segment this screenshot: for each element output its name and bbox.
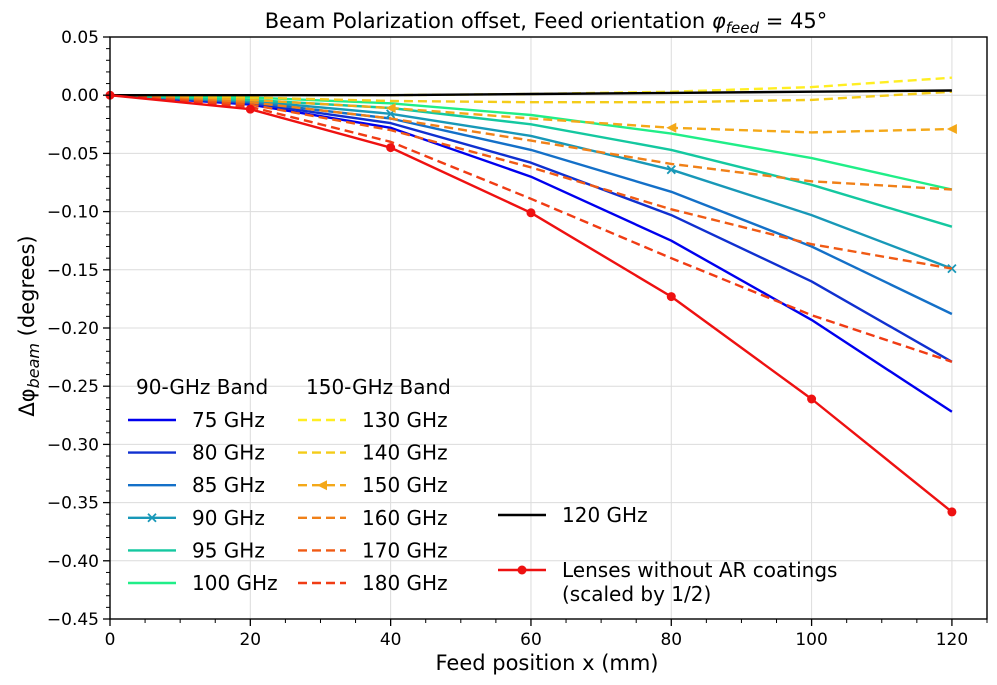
- legend-entry: 160 GHz: [298, 506, 448, 530]
- y-tick-label: −0.15: [47, 261, 99, 281]
- data-point-marker: [807, 394, 817, 404]
- legend-label-line2: (scaled by 1/2): [562, 582, 711, 606]
- data-point-marker: [147, 513, 157, 523]
- legend-label: 140 GHz: [362, 441, 448, 465]
- legend-label: 90 GHz: [192, 506, 265, 530]
- data-point-marker: [385, 103, 396, 114]
- series-120-ghz: [110, 89, 952, 97]
- x-tick-label: 20: [239, 630, 261, 650]
- legend: 90-GHz Band 75 GHz 80 GHz 85 GHz 90 GHz 95 GH…: [128, 375, 837, 606]
- y-tick-label: −0.40: [47, 552, 99, 572]
- series-170-ghz: [109, 94, 953, 270]
- series-line: [109, 94, 953, 270]
- chart-title-value: = 45°: [759, 9, 827, 33]
- y-tick-label: −0.30: [47, 435, 99, 455]
- y-axis-label: Δφbeam (degrees): [15, 235, 43, 416]
- legend-label: 85 GHz: [192, 473, 265, 497]
- y-tick-label: −0.35: [47, 494, 99, 514]
- legend-label: 95 GHz: [192, 538, 265, 562]
- series-layer: [105, 76, 957, 517]
- x-axis-label: Feed position x (mm): [435, 651, 658, 675]
- legend-entry: 140 GHz: [298, 441, 448, 465]
- chart-title-sub: feed: [726, 19, 760, 37]
- grid-layer: [109, 36, 987, 620]
- data-point-marker: [947, 507, 957, 517]
- y-tick-label: 0.05: [61, 28, 99, 48]
- legend-entry: 80 GHz: [128, 441, 265, 465]
- series-line: [109, 94, 952, 134]
- chart-title: Beam Polarization offset, Feed orientati…: [265, 9, 827, 37]
- legend-label: 80 GHz: [192, 441, 265, 465]
- data-point-marker: [947, 263, 957, 274]
- legend-entry: 150 GHz: [298, 473, 448, 497]
- data-point-marker: [517, 565, 527, 575]
- series-line: [109, 90, 952, 104]
- series-line: [109, 94, 952, 191]
- data-point-marker: [317, 480, 327, 491]
- legend-heading: 90-GHz Band: [136, 375, 268, 399]
- legend-label: Lenses without AR coatings: [562, 558, 837, 582]
- y-axis-label-prefix: Δφ: [15, 388, 39, 416]
- x-tick-label: 120: [936, 630, 968, 650]
- series-150-ghz: [109, 94, 957, 134]
- legend-entry: 75 GHz: [128, 408, 265, 432]
- y-axis-label-sub: beam: [24, 343, 43, 388]
- y-tick-label: 0.00: [61, 86, 99, 106]
- legend-entry: Lenses without AR coatings(scaled by 1/2…: [498, 558, 837, 606]
- legend-entry: 95 GHz: [128, 538, 265, 562]
- chart-title-symbol: φ: [712, 9, 726, 33]
- y-tick-label: −0.05: [47, 144, 99, 164]
- data-point-marker: [666, 122, 677, 133]
- ticks-layer: 0 20 40 60 80 100 120 0.05 0.00 −0.05 −0.10 −0.15 −0…: [47, 28, 988, 650]
- legend-label: 100 GHz: [192, 571, 278, 595]
- data-point-marker: [666, 292, 676, 302]
- y-tick-label: −0.25: [47, 377, 99, 397]
- legend-label: 130 GHz: [362, 408, 448, 432]
- data-point-marker: [386, 143, 396, 153]
- x-tick-label: 80: [660, 630, 682, 650]
- legend-entry: 120 GHz: [498, 503, 648, 527]
- legend-label: 75 GHz: [192, 408, 265, 432]
- data-point-marker: [526, 208, 536, 218]
- legend-label: 160 GHz: [362, 506, 448, 530]
- chart-title-text: Beam Polarization offset, Feed orientati…: [265, 9, 712, 33]
- y-tick-label: −0.20: [47, 319, 99, 339]
- series-160-ghz: [109, 94, 952, 191]
- legend-entry: 130 GHz: [298, 408, 448, 432]
- legend-label: 170 GHz: [362, 538, 448, 562]
- legend-entry: 170 GHz: [298, 538, 448, 562]
- legend-entry: 180 GHz: [298, 571, 448, 595]
- legend-entry: 100 GHz: [128, 571, 278, 595]
- legend-label: 150 GHz: [362, 473, 448, 497]
- legend-label: 180 GHz: [362, 571, 448, 595]
- x-tick-label: 40: [380, 630, 402, 650]
- data-point-marker: [946, 123, 957, 134]
- x-tick-label: 100: [795, 630, 827, 650]
- x-tick-label: 60: [520, 630, 542, 650]
- y-tick-label: −0.45: [47, 610, 99, 630]
- series-140-ghz: [109, 90, 952, 104]
- y-tick-label: −0.10: [47, 203, 99, 223]
- x-tick-label: 0: [105, 630, 116, 650]
- data-point-marker: [245, 104, 255, 114]
- data-point-marker: [666, 165, 676, 175]
- legend-entry: 85 GHz: [128, 473, 265, 497]
- y-axis-label-suffix: (degrees): [15, 235, 39, 343]
- legend-entry: 90 GHz: [128, 506, 265, 530]
- legend-heading: 150-GHz Band: [306, 375, 451, 399]
- legend-label: 120 GHz: [562, 503, 648, 527]
- series-line: [110, 89, 952, 97]
